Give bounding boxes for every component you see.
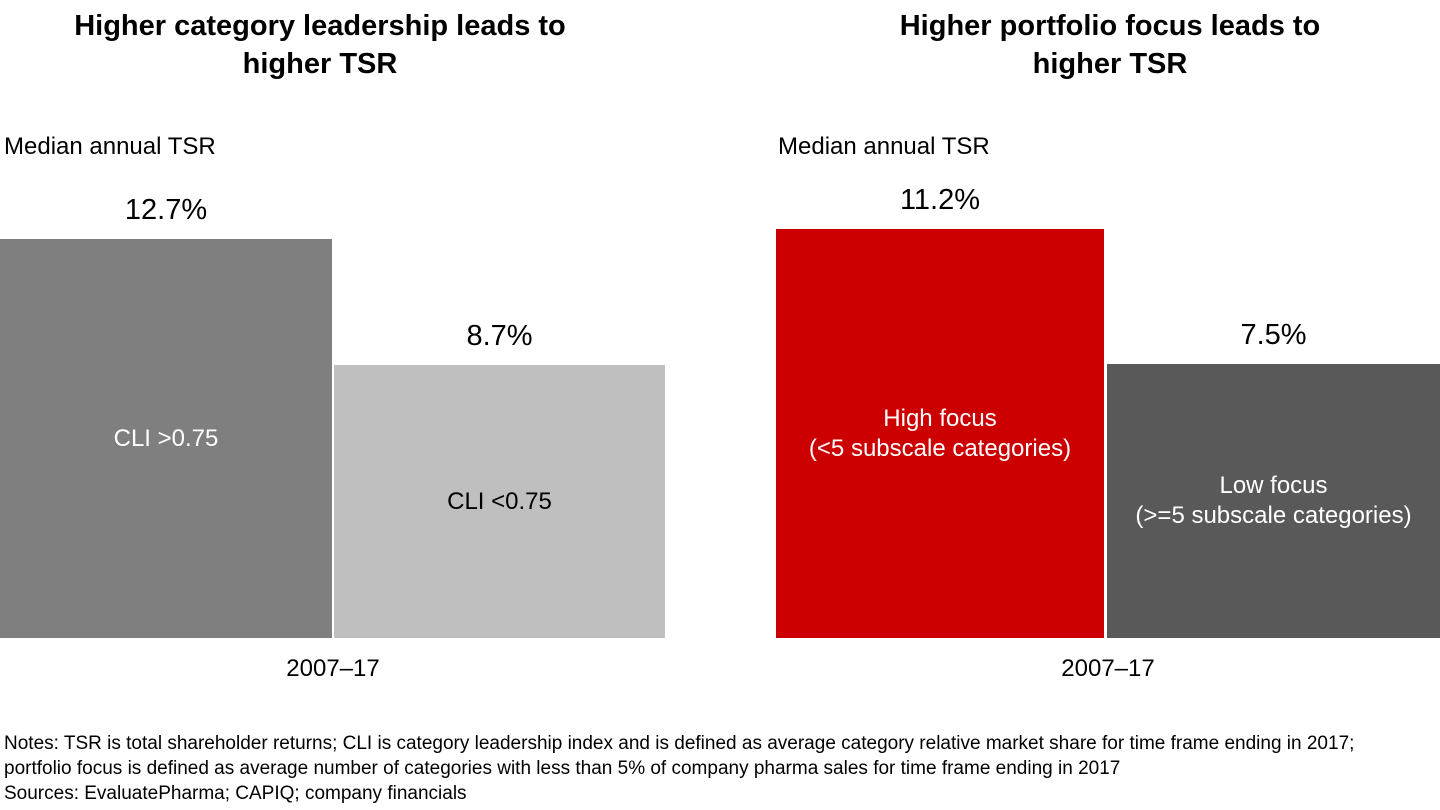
bar-inner-label: High focus	[883, 404, 997, 432]
right-chart-title-line1: Higher portfolio focus leads to	[899, 10, 1321, 42]
right-chart-title-line2: higher TSR	[1032, 48, 1188, 80]
bar-inner-label-line2: (>=5 subscale categories)	[1135, 502, 1412, 529]
sources-line: Sources: EvaluatePharma; CAPIQ; company …	[4, 783, 467, 804]
left-chart-x-axis-label: 2007–17	[286, 655, 380, 682]
bar-value-label: 11.2%	[899, 184, 981, 216]
bar-value-label: 12.7%	[124, 194, 208, 226]
bar-high-focus: High focus (<5 subscale categories)	[776, 229, 1104, 638]
right-chart-bar-group-high-focus: 11.2% High focus (<5 subscale categories…	[776, 0, 1104, 638]
left-chart-bar-group-cli-lt-075: 8.7% CLI <0.75	[334, 0, 665, 638]
left-chart-title: Higher category leadership leads to high…	[0, 7, 640, 83]
left-chart-axis-label: Median annual TSR	[4, 133, 216, 160]
bar-cli-lt-075: CLI <0.75	[334, 365, 665, 638]
right-chart-x-axis-label: 2007–17	[1061, 655, 1155, 682]
bar-inner-label: CLI >0.75	[113, 424, 219, 452]
right-chart-axis-label: Median annual TSR	[778, 133, 990, 160]
right-chart-bar-group-low-focus: 7.5% Low focus (>=5 subscale categories)	[1107, 0, 1440, 638]
bar-cli-gt-075: CLI >0.75	[0, 239, 332, 638]
bar-inner-label-line2: (<5 subscale categories)	[808, 434, 1072, 462]
bar-inner-label: Low focus	[1219, 472, 1328, 499]
bar-value-label: 8.7%	[466, 320, 533, 352]
left-chart-title-line1: Higher category leadership leads to	[74, 10, 566, 42]
bar-value-label: 7.5%	[1240, 319, 1307, 351]
notes-line2: portfolio focus is defined as average nu…	[4, 758, 1121, 779]
left-chart-title-line2: higher TSR	[242, 48, 398, 80]
notes-line1: Notes: TSR is total shareholder returns;…	[4, 733, 1355, 754]
footnotes: Notes: TSR is total shareholder returns;…	[4, 731, 1354, 806]
left-chart-bar-group-cli-gt-075: 12.7% CLI >0.75	[0, 0, 332, 638]
right-chart-title: Higher portfolio focus leads to higher T…	[780, 7, 1440, 83]
bar-inner-label: CLI <0.75	[447, 487, 552, 515]
bar-low-focus: Low focus (>=5 subscale categories)	[1107, 364, 1440, 638]
